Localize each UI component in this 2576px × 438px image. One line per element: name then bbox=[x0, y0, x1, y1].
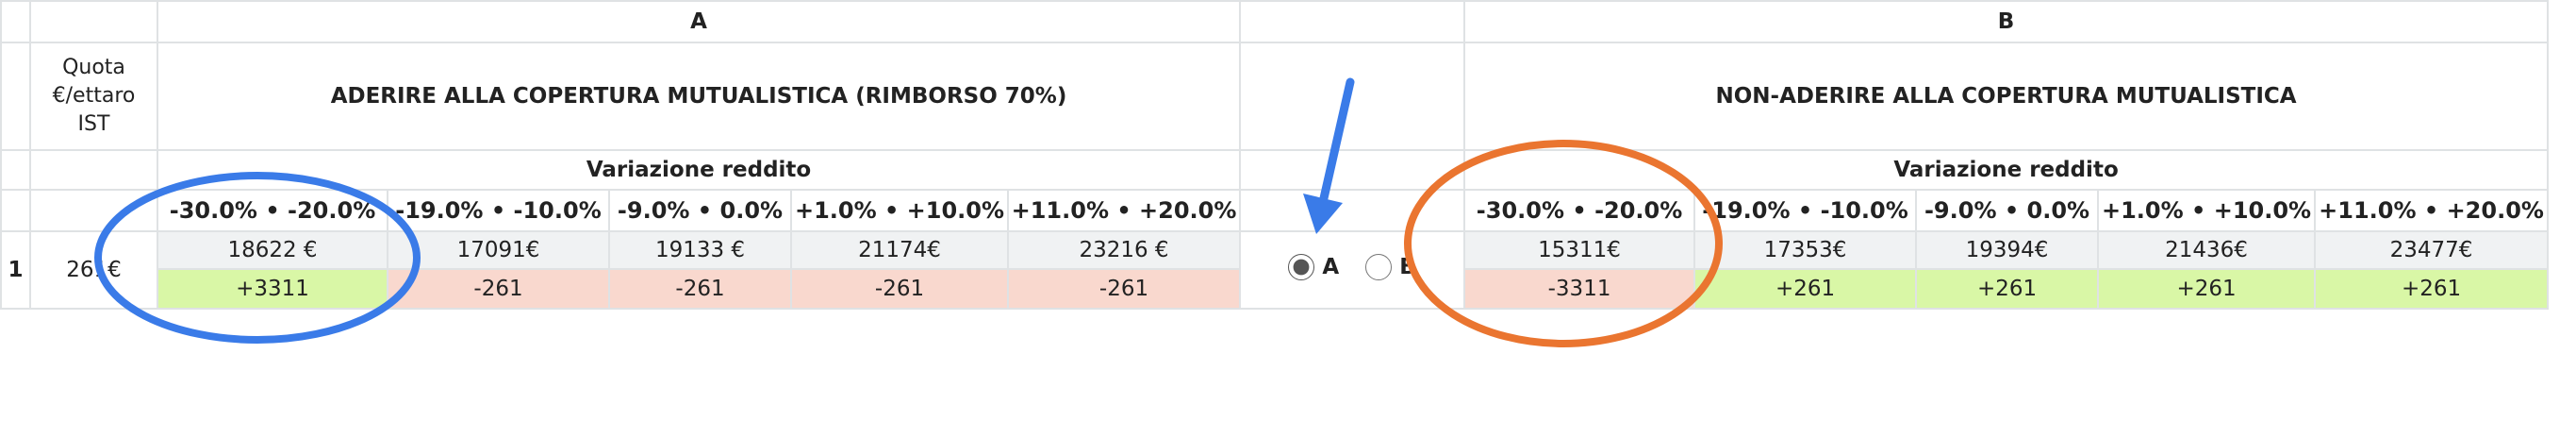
value-cell: 21436€ bbox=[2097, 230, 2317, 270]
cell bbox=[1239, 149, 1466, 191]
column-header: A bbox=[156, 0, 1242, 43]
diff-cell: +261 bbox=[1693, 268, 1918, 310]
range-header: +1.0% • +10.0% bbox=[2097, 189, 2317, 232]
range-header: -9.0% • 0.0% bbox=[608, 189, 792, 232]
value-cell: 19394€ bbox=[1915, 230, 2100, 270]
value-cell: 23216 € bbox=[1006, 230, 1242, 270]
range-header: -9.0% • 0.0% bbox=[1915, 189, 2100, 232]
radio-button[interactable] bbox=[1365, 254, 1393, 280]
cell bbox=[1239, 42, 1466, 151]
column-header: B bbox=[1463, 0, 2550, 43]
cell bbox=[0, 149, 31, 191]
diff-cell: -261 bbox=[387, 268, 610, 310]
diff-cell: -261 bbox=[790, 268, 1009, 310]
diff-cell: +3311 bbox=[157, 268, 388, 310]
value-cell: 23477€ bbox=[2314, 230, 2550, 270]
range-header: -30.0% • -20.0% bbox=[1463, 189, 1696, 232]
row-number: 1 bbox=[0, 230, 31, 310]
quota-value: 261€ bbox=[29, 230, 158, 310]
cell bbox=[0, 42, 31, 151]
diff-cell: +261 bbox=[1915, 268, 2100, 310]
radio-option[interactable]: B bbox=[1365, 254, 1416, 280]
diff-cell: +261 bbox=[2097, 268, 2317, 310]
section-title: NON-ADERIRE ALLA COPERTURA MUTUALISTICA bbox=[1463, 42, 2550, 151]
subtitle: Variazione reddito bbox=[156, 149, 1242, 191]
diff-cell: +261 bbox=[2314, 268, 2550, 310]
range-header: -30.0% • -20.0% bbox=[157, 189, 388, 232]
range-header: +1.0% • +10.0% bbox=[790, 189, 1009, 232]
value-cell: 15311€ bbox=[1463, 230, 1696, 270]
section-title: ADERIRE ALLA COPERTURA MUTUALISTICA (RIM… bbox=[156, 42, 1242, 151]
table: A B Quota €/ettaro IST ADERIRE ALLA COPERT… bbox=[0, 0, 2550, 310]
text: IST bbox=[77, 112, 110, 136]
quota-label: Quota €/ettaro IST bbox=[29, 42, 158, 151]
cell bbox=[0, 189, 31, 232]
radio-label: A bbox=[1322, 255, 1340, 279]
radio-button[interactable] bbox=[1288, 254, 1315, 280]
value-cell: 21174€ bbox=[790, 230, 1009, 270]
value-cell: 17091€ bbox=[387, 230, 610, 270]
cell bbox=[1239, 0, 1466, 43]
cell bbox=[29, 149, 158, 191]
text: Quota bbox=[62, 56, 125, 79]
diff-cell: -261 bbox=[608, 268, 792, 310]
text: €/ettaro bbox=[52, 84, 136, 108]
cell bbox=[0, 0, 31, 43]
diff-cell: -261 bbox=[1006, 268, 1242, 310]
diff-cell: -3311 bbox=[1463, 268, 1696, 310]
subtitle: Variazione reddito bbox=[1463, 149, 2550, 191]
cell bbox=[1239, 189, 1466, 232]
value-cell: 17353€ bbox=[1693, 230, 1918, 270]
cell bbox=[29, 189, 158, 232]
range-header: -19.0% • -10.0% bbox=[387, 189, 610, 232]
radio-option[interactable]: A bbox=[1288, 254, 1339, 280]
value-cell: 18622 € bbox=[157, 230, 388, 270]
radio-label: B bbox=[1399, 255, 1416, 279]
cell bbox=[29, 0, 158, 43]
value-cell: 19133 € bbox=[608, 230, 792, 270]
range-header: +11.0% • +20.0% bbox=[2314, 189, 2550, 232]
range-header: -19.0% • -10.0% bbox=[1693, 189, 1918, 232]
range-header: +11.0% • +20.0% bbox=[1006, 189, 1242, 232]
